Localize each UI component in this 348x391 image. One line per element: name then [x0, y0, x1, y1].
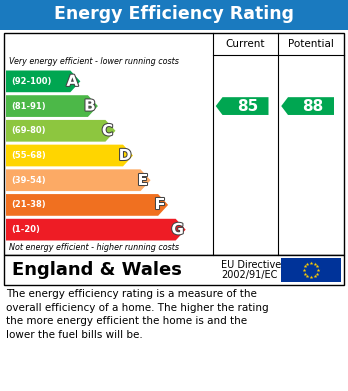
Text: EU Directive: EU Directive [221, 260, 281, 271]
Bar [4, 33, 344, 255]
Polygon shape [6, 120, 116, 142]
Text: (92-100): (92-100) [11, 77, 52, 86]
Text: England & Wales: England & Wales [12, 261, 182, 279]
Text: 85: 85 [237, 99, 258, 113]
Text: Current: Current [226, 39, 265, 49]
Polygon shape [6, 219, 185, 240]
Text: (81-91): (81-91) [11, 102, 46, 111]
Text: E: E [137, 173, 148, 188]
Polygon shape [216, 97, 269, 115]
Bar [4, 255, 344, 285]
Text: G: G [172, 222, 184, 237]
Text: F: F [155, 197, 165, 212]
Text: Potential: Potential [288, 39, 334, 49]
Text: Not energy efficient - higher running costs: Not energy efficient - higher running co… [9, 243, 179, 252]
Text: 2002/91/EC: 2002/91/EC [221, 271, 277, 280]
Text: B: B [84, 99, 96, 113]
Text: Very energy efficient - lower running costs: Very energy efficient - lower running co… [9, 57, 179, 66]
Text: (69-80): (69-80) [11, 126, 46, 135]
Text: (39-54): (39-54) [11, 176, 46, 185]
Polygon shape [6, 194, 168, 216]
Text: 88: 88 [302, 99, 324, 113]
Text: (55-68): (55-68) [11, 151, 46, 160]
Polygon shape [6, 95, 98, 117]
Text: C: C [102, 123, 113, 138]
Text: (1-20): (1-20) [11, 225, 40, 234]
Polygon shape [6, 70, 80, 92]
Polygon shape [6, 169, 151, 191]
Bar [281, 258, 341, 282]
Bar [0, 0, 348, 30]
Text: Energy Efficiency Rating: Energy Efficiency Rating [54, 5, 294, 23]
Polygon shape [281, 97, 334, 115]
Polygon shape [6, 145, 133, 166]
Text: The energy efficiency rating is a measure of the
overall efficiency of a home. T: The energy efficiency rating is a measur… [6, 289, 269, 340]
Text: A: A [66, 74, 78, 89]
Text: D: D [119, 148, 131, 163]
Text: (21-38): (21-38) [11, 201, 46, 210]
